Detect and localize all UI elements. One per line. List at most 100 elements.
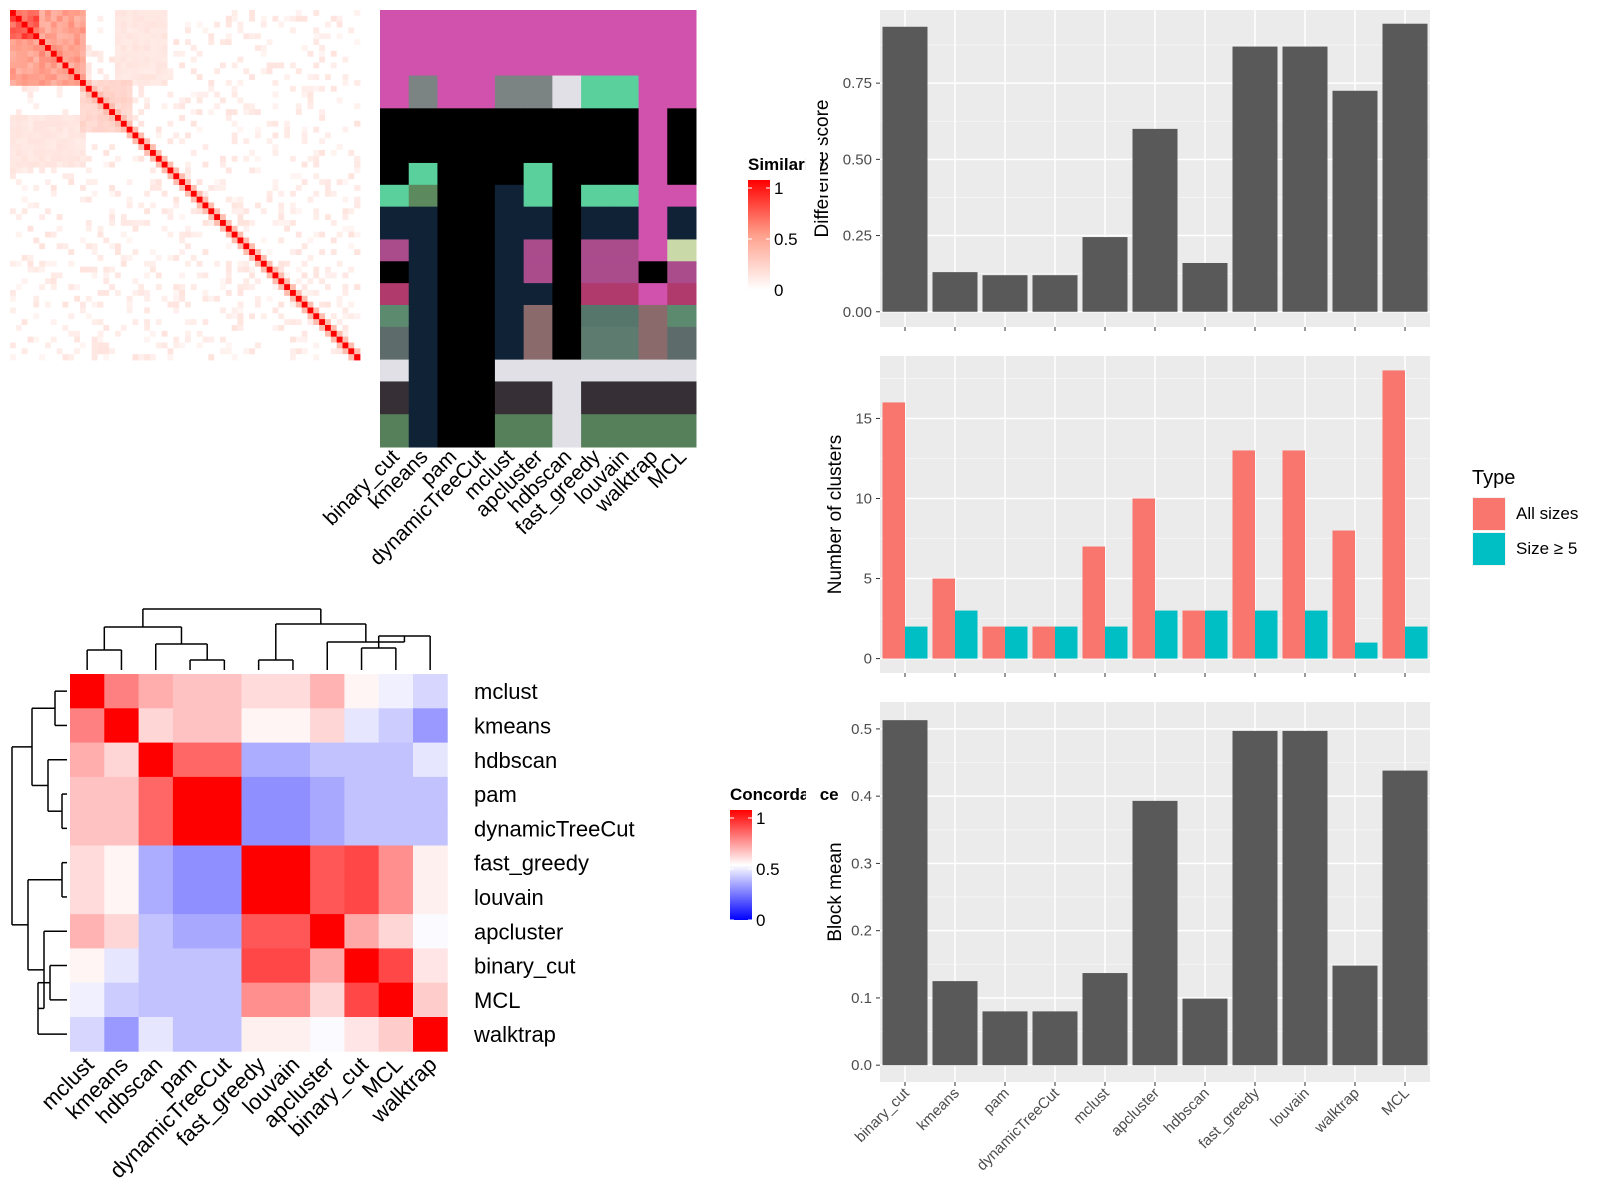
similarity-cell [272,85,279,93]
similarity-cell [10,342,17,349]
similarity-cell [249,278,256,285]
similarity-cell [68,144,75,151]
similarity-cell [21,68,28,75]
similarity-cell [27,50,34,58]
similarity-cell [132,80,139,87]
similarity-cell [80,272,87,279]
similarity-cell [307,231,314,238]
similarity-cell [27,62,34,69]
similarity-cell [15,272,23,279]
membership-cell [523,283,553,306]
similarity-cell [68,319,75,326]
similarity-cell [330,284,338,291]
membership-cell [581,359,611,382]
similarity-cell [50,214,58,221]
similarity-cell [255,50,262,58]
membership-cell [437,304,467,328]
similarity-cell [220,272,227,279]
similarity-cell [120,161,128,168]
similarity-cell [179,190,186,198]
similarity-cell [255,190,262,198]
similarity-cell [68,85,75,93]
similarity-cell [185,225,192,233]
similarity-cell [231,249,238,256]
similarity-cell [179,15,186,23]
similarity-legend-tick: 1 [774,179,783,198]
similarity-cell [220,109,227,116]
similarity-cell [249,260,256,268]
similarity-cell [91,249,98,256]
membership-cell [667,184,697,208]
similarity-cell [21,144,28,151]
similarity-cell [85,167,93,174]
similarity-cell [319,15,326,23]
similarity-cell [336,220,343,227]
similarity-cell [278,342,285,349]
similarity-cell [138,155,145,163]
similarity-cell [284,190,291,198]
similarity-cell [97,202,104,209]
similarity-cell [50,173,58,180]
similarity-cell [260,196,268,203]
similarity-cell [295,249,303,256]
similarity-cell [91,325,98,332]
similarity-cell [179,56,186,63]
similarity-cell [10,319,17,326]
concordance-cell [378,1017,414,1052]
similarity-cell [103,109,110,116]
similarity-cell [74,132,81,139]
similarity-cell [120,231,128,238]
similarity-cell [220,144,227,151]
similarity-cell [336,150,343,157]
concordance-cell [138,811,174,846]
similarity-cell [91,243,98,250]
similarity-cell [68,45,75,52]
similarity-cell [301,266,308,273]
similarity-cell [266,249,273,256]
similarity-cell [266,39,273,46]
similarity-cell [243,62,250,69]
similarity-cell [266,243,273,250]
similarity-cell [243,144,250,151]
similarity-cell [173,319,180,326]
similarity-cell [307,284,314,291]
similarity-cell [80,167,87,174]
similarity-cell [336,185,343,192]
similarity-cell [173,45,180,52]
similarity-cell [10,179,17,186]
similarity-cell [126,301,133,308]
similarity-cell [325,313,332,320]
similarity-cell [85,225,93,233]
similarity-cell [260,202,268,209]
similarity-cell [161,62,168,69]
similarity-cell [249,185,256,192]
similarity-cell [202,342,209,349]
similarity-cell [150,50,157,58]
similarity-cell [179,97,186,104]
similarity-cell [290,45,297,52]
similarity-cell [68,155,75,163]
similarity-cell [342,231,349,238]
similarity-cell [97,208,104,215]
similarity-cell [225,144,233,151]
similarity-cell [45,150,52,157]
similarity-cell [15,313,23,320]
membership-cell [581,75,611,109]
similarity-cell [15,214,23,221]
similarity-cell [313,161,320,168]
similarity-cell [190,10,198,17]
similarity-cell [348,313,355,320]
similarity-cell [196,354,203,361]
similarity-cell [354,120,361,128]
similarity-cell [290,190,297,198]
similarity-cell [21,138,28,145]
similarity-cell [290,220,297,227]
similarity-cell [56,214,63,221]
similarity-cell [103,348,110,355]
similarity-cell [313,284,320,291]
similarity-cell [179,185,186,192]
similarity-cell [255,260,262,268]
similarity-cell [103,144,110,151]
similarity-cell [27,103,34,110]
similarity-cell [103,266,110,273]
